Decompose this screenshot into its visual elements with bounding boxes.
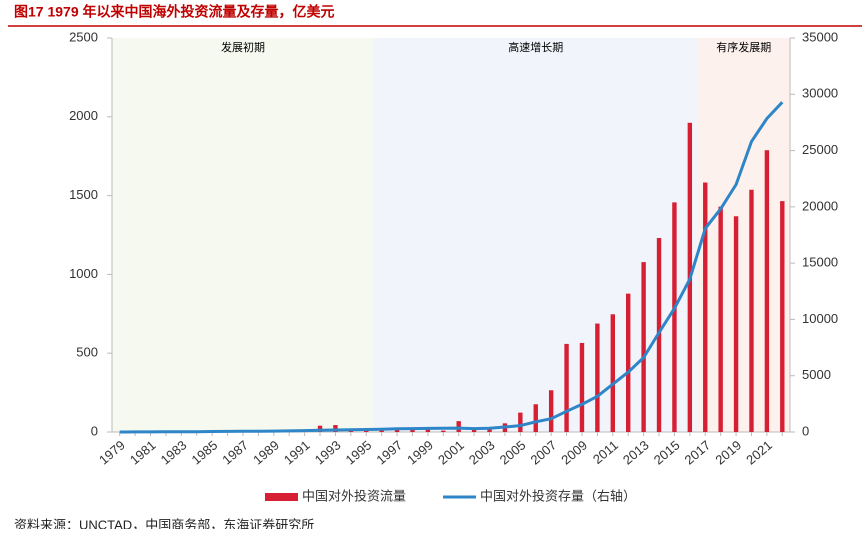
x-tick-label: 1985 xyxy=(188,437,220,467)
bar xyxy=(611,314,615,432)
phase-band xyxy=(698,38,790,432)
bar xyxy=(641,262,645,432)
y2-tick-label: 20000 xyxy=(802,198,838,213)
bar xyxy=(549,390,553,432)
y2-tick-label: 10000 xyxy=(802,311,838,326)
x-tick-label: 2011 xyxy=(590,437,621,466)
chart-title: 图17 1979 年以来中国海外投资流量及存量，亿美元 xyxy=(14,4,335,20)
y-tick-label: 2500 xyxy=(69,29,98,44)
y2-tick-label: 0 xyxy=(802,423,809,438)
bar xyxy=(672,202,676,432)
x-tick-label: 2007 xyxy=(527,437,559,467)
phase-band xyxy=(374,38,698,432)
x-tick-label: 2015 xyxy=(651,437,683,467)
bar xyxy=(564,344,568,432)
phase-label: 发展初期 xyxy=(221,40,265,54)
x-tick-label: 2001 xyxy=(435,437,467,467)
bar xyxy=(626,294,630,432)
bar xyxy=(734,216,738,432)
x-tick-label: 2009 xyxy=(558,437,590,467)
x-tick-label: 2019 xyxy=(712,437,744,467)
x-tick-label: 1999 xyxy=(404,437,436,467)
y-tick-label: 0 xyxy=(91,423,98,438)
bar xyxy=(534,404,538,432)
bar xyxy=(703,183,707,432)
bar xyxy=(765,150,769,432)
phase-label: 高速增长期 xyxy=(508,40,563,54)
x-tick-label: 2021 xyxy=(743,437,775,467)
phase-band xyxy=(112,38,374,432)
bar xyxy=(441,431,445,432)
x-tick-label: 2013 xyxy=(620,437,652,467)
x-tick-label: 2003 xyxy=(466,437,498,467)
legend-label: 中国对外投资存量（右轴） xyxy=(480,488,636,503)
x-tick-label: 1993 xyxy=(312,437,344,467)
legend-label: 中国对外投资流量 xyxy=(302,488,406,503)
y2-tick-label: 15000 xyxy=(802,255,838,270)
x-tick-label: 2017 xyxy=(682,437,714,467)
bar xyxy=(595,324,599,432)
y2-tick-label: 5000 xyxy=(802,367,831,382)
x-tick-label: 1991 xyxy=(281,437,313,467)
legend-swatch xyxy=(265,493,298,501)
x-tick-label: 1983 xyxy=(158,437,190,467)
y-tick-label: 1500 xyxy=(69,187,98,202)
x-tick-label: 1981 xyxy=(127,437,159,467)
y2-tick-label: 25000 xyxy=(802,142,838,157)
y-tick-label: 2000 xyxy=(69,108,98,123)
y2-tick-label: 30000 xyxy=(802,86,838,101)
source: 资料来源：UNCTAD，中国商务部，东海证券研究所 xyxy=(14,517,314,529)
bar xyxy=(718,207,722,432)
x-tick-label: 1979 xyxy=(96,437,128,467)
x-tick-label: 1987 xyxy=(219,437,251,467)
y2-tick-label: 35000 xyxy=(802,29,838,44)
bar xyxy=(780,201,784,432)
bar xyxy=(518,413,522,432)
bar xyxy=(749,190,753,432)
x-tick-label: 2005 xyxy=(497,437,529,467)
x-tick-label: 1989 xyxy=(250,437,282,467)
y-tick-label: 1000 xyxy=(69,266,98,281)
phase-label: 有序发展期 xyxy=(716,40,771,54)
y-tick-label: 500 xyxy=(76,345,98,360)
x-tick-label: 1995 xyxy=(343,437,375,467)
bar xyxy=(580,343,584,432)
x-tick-label: 1997 xyxy=(373,437,405,467)
bar xyxy=(457,421,461,432)
